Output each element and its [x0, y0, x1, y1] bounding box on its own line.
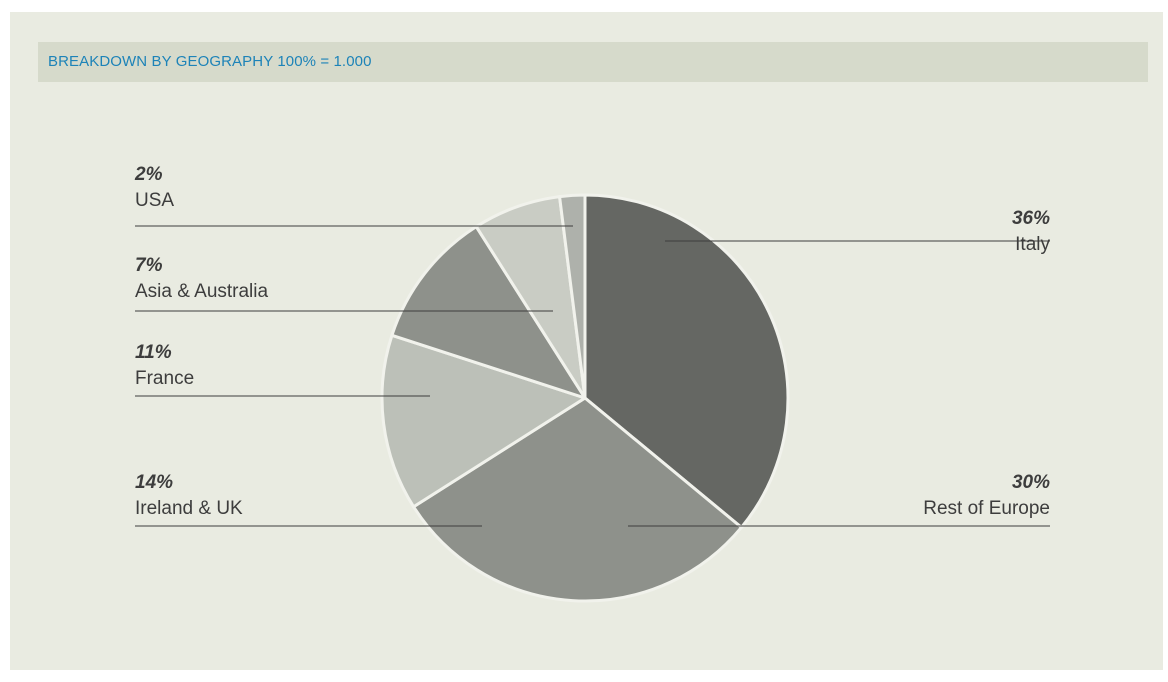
pie-slice-rest-of-europe	[412, 396, 743, 603]
slice-value-label-italy: 36%	[1012, 208, 1050, 229]
slice-value-label-rest-of-europe: 30%	[1012, 472, 1050, 493]
slice-category-label-asia-australia: Asia & Australia	[135, 281, 268, 302]
pie-slice-usa	[558, 193, 587, 400]
slice-value-label-usa: 2%	[134, 164, 163, 185]
slice-category-label-usa: USA	[135, 190, 174, 211]
slice-value-label-france: 11%	[135, 342, 172, 363]
slice-value-label-asia-australia: 7%	[135, 255, 163, 276]
slice-category-label-france: France	[135, 368, 194, 389]
slice-category-label-ireland-uk: Ireland & UK	[135, 498, 243, 519]
pie-slice-france	[390, 225, 587, 400]
pie-slice-italy	[583, 193, 790, 529]
slice-category-label-italy: Italy	[1015, 234, 1050, 255]
slice-category-label-rest-of-europe: Rest of Europe	[923, 498, 1050, 519]
chart-header: BREAKDOWN BY GEOGRAPHY 100% = 1.000	[48, 42, 372, 82]
pie-slice-ireland-uk	[380, 333, 587, 509]
slice-value-label-ireland-uk: 14%	[135, 472, 173, 493]
chart-title: BREAKDOWN BY GEOGRAPHY	[48, 53, 274, 70]
chart-total: 100% = 1.000	[277, 53, 372, 70]
chart-header-bar: BREAKDOWN BY GEOGRAPHY 100% = 1.000	[38, 42, 1148, 82]
